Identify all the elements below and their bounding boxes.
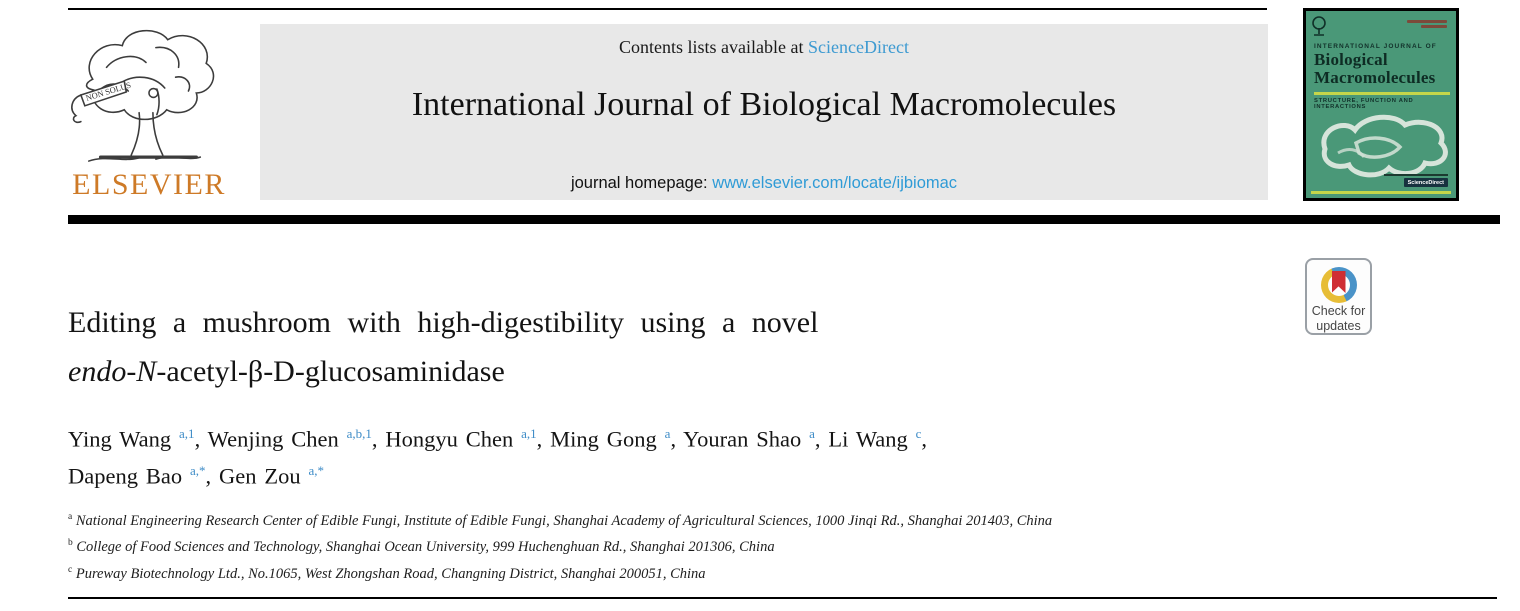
author-superscript: a bbox=[809, 426, 815, 441]
author-name: Ying Wang bbox=[68, 426, 180, 452]
cover-volume-text-placeholder bbox=[1421, 25, 1447, 28]
cover-elsevier-tree-icon bbox=[1311, 16, 1327, 43]
crossmark-label-line2: updates bbox=[1316, 318, 1361, 333]
top-rule bbox=[68, 8, 1267, 10]
journal-title: International Journal of Biological Macr… bbox=[411, 86, 1117, 123]
affiliation-text: National Engineering Research Center of … bbox=[72, 512, 1053, 529]
author-superscript: a,* bbox=[189, 462, 206, 478]
crossmark-bookmark-icon bbox=[1331, 271, 1346, 293]
author-list: Ying Wang a,1, Wenjing Chen a,b,1, Hongy… bbox=[68, 418, 1258, 491]
affiliation-superscript: a bbox=[68, 512, 73, 522]
crossmark-ring-icon bbox=[1320, 267, 1357, 303]
cover-title-line2: Macromolecules bbox=[1314, 68, 1436, 87]
cover-issn-text-placeholder bbox=[1407, 20, 1447, 23]
homepage-line: journal homepage: www.elsevier.com/locat… bbox=[260, 174, 1268, 193]
elsevier-tree-icon: NON SOLUS bbox=[60, 18, 238, 166]
cover-accent-rule bbox=[1314, 92, 1450, 95]
author-superscript: a bbox=[664, 426, 671, 441]
masthead-box: Contents lists available at ScienceDirec… bbox=[260, 24, 1268, 200]
cover-kicker: INTERNATIONAL JOURNAL OF bbox=[1314, 43, 1437, 50]
author-separator: , bbox=[814, 426, 829, 452]
cover-subtitle: STRUCTURE, FUNCTION AND INTERACTIONS bbox=[1314, 98, 1414, 110]
cover-footer-text-placeholder bbox=[1384, 173, 1448, 176]
affiliation-superscript: b bbox=[68, 538, 73, 549]
author-separator: , bbox=[536, 426, 551, 452]
contents-prefix: Contents lists available at bbox=[619, 37, 808, 57]
author-name: Dapeng Bao bbox=[68, 463, 190, 488]
crossmark-label-line1: Check for bbox=[1311, 304, 1366, 318]
author-name: Wenjing Chen bbox=[207, 426, 347, 452]
author-separator: , bbox=[194, 426, 208, 452]
affiliation-text: College of Food Sciences and Technology,… bbox=[72, 539, 775, 556]
author-superscript: a,b,1 bbox=[346, 426, 372, 441]
journal-cover-thumbnail[interactable]: INTERNATIONAL JOURNAL OF Biological Macr… bbox=[1303, 8, 1459, 201]
author-superscript: a,* bbox=[308, 462, 325, 478]
contents-line: Contents lists available at ScienceDirec… bbox=[260, 37, 1268, 58]
affiliation-superscript: c bbox=[68, 564, 73, 575]
author-name: Youran Shao bbox=[683, 426, 810, 452]
author-name: Hongyu Chen bbox=[385, 426, 522, 452]
cover-bottom-accent-rule bbox=[1311, 191, 1451, 194]
article-title-italic-part: endo-N bbox=[68, 355, 157, 388]
homepage-prefix: journal homepage: bbox=[570, 174, 713, 192]
author-name: Ming Gong bbox=[550, 426, 665, 452]
cover-sciencedirect-badge: ScienceDirect bbox=[1403, 178, 1448, 187]
affiliation-row: a National Engineering Research Center o… bbox=[68, 506, 1328, 532]
footnote-divider-rule bbox=[68, 597, 1497, 599]
crossmark-label: Check for updates bbox=[1307, 304, 1370, 333]
article-title-line2: endo-N-acetyl-β-D-glucosaminidase bbox=[68, 347, 1068, 396]
author-superscript: a,1 bbox=[521, 426, 537, 441]
author-separator: , bbox=[670, 426, 684, 452]
affiliation-row: c Pureway Biotechnology Ltd., No.1065, W… bbox=[68, 559, 1328, 585]
affiliation-list: a National Engineering Research Center o… bbox=[68, 506, 1328, 585]
sciencedirect-link[interactable]: ScienceDirect bbox=[808, 37, 909, 57]
check-for-updates-badge[interactable]: Check for updates bbox=[1305, 258, 1372, 335]
author-name: Gen Zou bbox=[219, 463, 309, 488]
cover-title-line1: Biological bbox=[1314, 50, 1388, 69]
header-divider-rule bbox=[68, 215, 1500, 224]
affiliation-row: b College of Food Sciences and Technolog… bbox=[68, 532, 1328, 558]
author-separator: , bbox=[921, 426, 928, 452]
author-separator: , bbox=[205, 463, 219, 488]
journal-homepage-link[interactable]: www.elsevier.com/locate/ijbiomac bbox=[712, 174, 958, 192]
author-name: Li Wang bbox=[828, 426, 916, 452]
affiliation-text: Pureway Biotechnology Ltd., No.1065, Wes… bbox=[72, 565, 706, 582]
article-title-line1: Editing a mushroom with high-digestibili… bbox=[68, 306, 819, 339]
elsevier-logo: NON SOLUS ELSEVIER bbox=[60, 18, 238, 208]
cover-molecule-illustration bbox=[1308, 107, 1458, 190]
author-superscript: a,1 bbox=[179, 426, 195, 441]
author-separator: , bbox=[371, 426, 386, 452]
elsevier-wordmark: ELSEVIER bbox=[72, 168, 226, 201]
cover-title: Biological Macromolecules bbox=[1314, 51, 1435, 87]
article-title-rest: -acetyl-β-D-glucosaminidase bbox=[156, 355, 505, 388]
author-superscript: c bbox=[915, 426, 922, 441]
article-title: Editing a mushroom with high-digestibili… bbox=[68, 298, 1068, 396]
